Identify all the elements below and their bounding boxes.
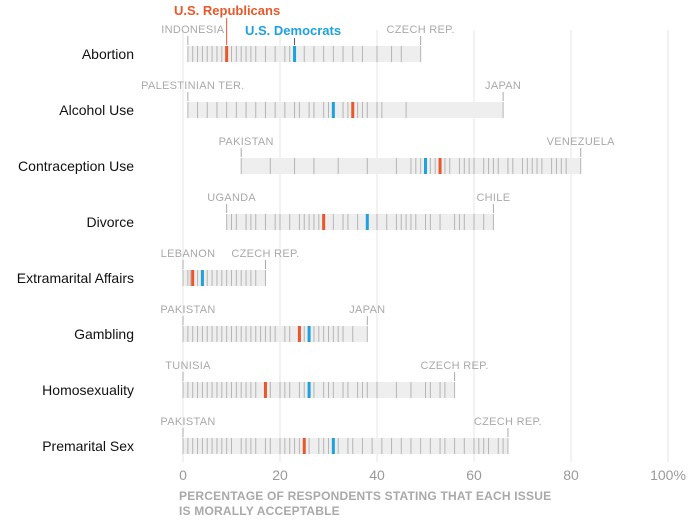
range-track [188, 102, 503, 118]
max-country-label: CZECH REP. [420, 360, 488, 372]
min-country-label: PAKISTAN [160, 416, 215, 428]
max-country-label: VENEZUELA [547, 136, 615, 148]
democrat-mark [366, 214, 369, 230]
issue-row: Divorce UGANDA CHILE [87, 192, 511, 230]
issue-label: Homosexuality [42, 382, 134, 398]
issue-row: Extramarital Affairs LEBANON CZECH REP. [17, 248, 300, 286]
x-axis-title-line-1: PERCENTAGE OF RESPONDENTS STATING THAT E… [179, 489, 551, 503]
issue-label: Premarital Sex [42, 438, 134, 454]
x-axis: 0 20 40 60 80 100% [179, 467, 686, 483]
chart-svg: Abortion INDONESIA CZECH REP. Alcohol Use PA… [0, 0, 700, 525]
max-country-label: CZECH REP. [231, 248, 299, 260]
x-axis-title-line-2: IS MORALLY ACCEPTABLE [179, 504, 340, 518]
x-tick-label: 0 [179, 467, 187, 483]
republican-mark [303, 438, 306, 454]
issue-label: Extramarital Affairs [17, 270, 134, 286]
democrat-mark [308, 382, 311, 398]
min-country-label: PAKISTAN [219, 136, 274, 148]
x-tick-label: 100% [650, 467, 686, 483]
democrat-mark [332, 438, 335, 454]
issue-row: Contraception Use PAKISTAN VENEZUELA [18, 136, 615, 174]
range-track [227, 214, 494, 230]
democrat-mark [201, 270, 204, 286]
max-country-label: CHILE [476, 192, 510, 204]
max-country-label: CZECH REP. [387, 24, 455, 36]
democrat-mark [332, 102, 335, 118]
republican-mark [298, 326, 301, 342]
x-tick-label: 40 [369, 467, 385, 483]
x-tick-label: 20 [272, 467, 288, 483]
x-tick-label: 80 [563, 467, 579, 483]
max-country-label: JAPAN [485, 80, 521, 92]
republican-mark [322, 214, 325, 230]
issue-row: Homosexuality TUNISIA CZECH REP. [42, 360, 489, 398]
democrat-mark [424, 158, 427, 174]
issue-row: Premarital Sex PAKISTAN CZECH REP. [42, 416, 542, 454]
max-country-label: CZECH REP. [474, 416, 542, 428]
republican-mark [264, 382, 267, 398]
republican-mark [225, 46, 228, 62]
issue-label: Alcohol Use [59, 102, 134, 118]
max-country-label: JAPAN [349, 304, 385, 316]
range-track [183, 382, 455, 398]
republican-mark [439, 158, 442, 174]
min-country-label: PAKISTAN [160, 304, 215, 316]
democrat-mark [308, 326, 311, 342]
legend-democrats: U.S. Democrats [245, 23, 341, 38]
issue-label: Contraception Use [18, 158, 134, 174]
min-country-label: INDONESIA [161, 24, 225, 36]
issue-label: Gambling [74, 326, 134, 342]
range-track [183, 270, 265, 286]
chart: Abortion INDONESIA CZECH REP. Alcohol Use PA… [0, 0, 700, 525]
min-country-label: PALESTINIAN TER. [141, 80, 244, 92]
issue-label: Abortion [82, 46, 134, 62]
issue-row: Gambling PAKISTAN JAPAN [74, 304, 385, 342]
republican-mark [351, 102, 354, 118]
republican-mark [191, 270, 194, 286]
x-tick-label: 60 [466, 467, 482, 483]
min-country-label: UGANDA [207, 192, 256, 204]
rows-layer: Abortion INDONESIA CZECH REP. Alcohol Use PA… [17, 24, 615, 454]
legend-republicans: U.S. Republicans [174, 3, 280, 18]
issue-label: Divorce [87, 214, 135, 230]
democrat-mark [293, 46, 296, 62]
min-country-label: LEBANON [161, 248, 216, 260]
issue-row: Alcohol Use PALESTINIAN TER. JAPAN [59, 80, 521, 118]
min-country-label: TUNISIA [165, 360, 211, 372]
